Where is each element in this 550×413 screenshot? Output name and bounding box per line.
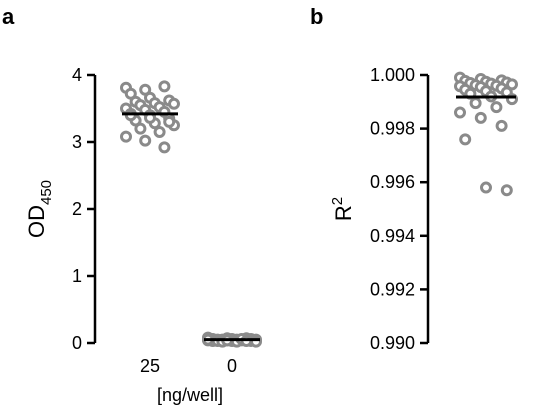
a-data-point: [163, 115, 176, 128]
b-data-point: [454, 106, 466, 119]
panel-a: a 0 1 2 3 4 OD450 25 0 [ng/well]: [2, 4, 262, 405]
panel-a-y-ticks: [87, 73, 95, 345]
panel-b-y-axis-title: R2: [329, 197, 356, 221]
b-y-tick-label: 0.990: [370, 333, 415, 353]
b-y-tick-label: 0.994: [370, 226, 415, 246]
a-data-point: [139, 134, 152, 147]
a-x-tick-label: 0: [227, 356, 237, 376]
b-data-point: [480, 181, 492, 194]
panel-a-ylabel-sub: 450: [38, 180, 55, 205]
b-data-point: [469, 97, 482, 110]
b-data-point: [474, 111, 487, 124]
panel-b-ylabel-sup: 2: [329, 197, 346, 205]
a-y-tick-label: 1: [72, 266, 82, 286]
b-data-point: [490, 101, 503, 114]
b-data-point: [500, 184, 513, 197]
a-data-point: [158, 80, 171, 93]
a-y-tick-label: 0: [72, 333, 82, 353]
b-y-tick-label: 1.000: [370, 65, 415, 85]
panel-a-y-axis-title: OD450: [24, 180, 55, 238]
b-y-tick-label: 0.998: [370, 119, 415, 139]
a-x-tick-label: 25: [140, 356, 160, 376]
panel-b: b 0.990 0.992 0.994 0.996 0.998 1.000 R2: [310, 4, 518, 353]
b-y-tick-label: 0.992: [370, 279, 415, 299]
panel-b-points: [454, 71, 518, 197]
a-y-tick-label: 2: [72, 199, 82, 219]
panel-a-label: a: [2, 4, 15, 29]
panel-a-points: [120, 80, 262, 348]
panel-b-y-ticks: [420, 73, 428, 345]
panel-a-means: [122, 112, 260, 342]
a-y-tick-label: 3: [72, 132, 82, 152]
b-y-tick-label: 0.996: [370, 172, 415, 192]
panel-b-y-tick-labels: 0.990 0.992 0.994 0.996 0.998 1.000: [370, 65, 415, 353]
panel-a-ylabel-main: OD: [24, 205, 49, 238]
a-data-point: [134, 122, 147, 135]
panel-a-x-axis-title: [ng/well]: [157, 385, 223, 405]
panel-b-label: b: [310, 4, 323, 29]
b-data-point: [495, 119, 508, 132]
a-y-tick-label: 4: [72, 65, 82, 85]
a-data-point: [168, 97, 180, 110]
panel-b-ylabel-main: R: [331, 205, 356, 221]
b-data-point: [459, 133, 472, 146]
a-data-point: [153, 125, 166, 138]
b-data-point: [506, 78, 518, 91]
a-data-point: [158, 141, 171, 154]
panel-a-x-tick-labels: 25 0: [140, 356, 237, 376]
a-data-point: [120, 130, 132, 143]
panel-a-y-tick-labels: 0 1 2 3 4: [72, 65, 82, 353]
